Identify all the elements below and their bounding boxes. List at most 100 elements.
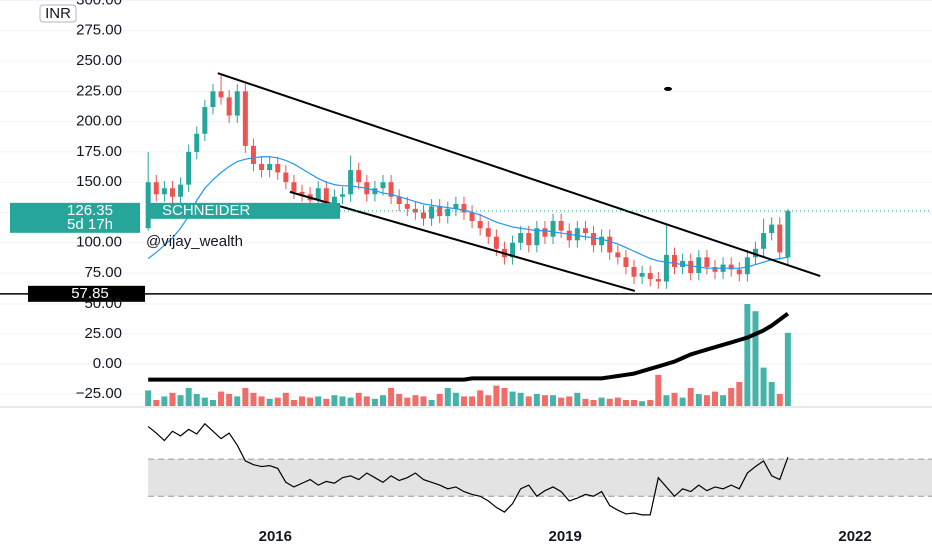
candle-body <box>607 236 613 253</box>
candle-body <box>202 107 208 134</box>
candle-body <box>161 188 167 195</box>
candle-body <box>453 203 459 209</box>
volume-bar <box>274 397 281 406</box>
last-price-box <box>10 202 140 233</box>
y-tick-label: 75.00 <box>84 264 122 281</box>
volume-bar <box>550 395 557 406</box>
volume-bar <box>558 397 565 406</box>
candle-body <box>404 203 410 209</box>
currency-box <box>39 4 77 23</box>
volume-bar <box>218 391 225 406</box>
marker-dot <box>664 86 673 91</box>
candle-body <box>420 212 426 219</box>
y-tick-label: 100.00 <box>76 234 122 251</box>
candle-body <box>469 212 475 221</box>
volume-bar <box>663 395 670 406</box>
volume-bar <box>736 382 743 406</box>
volume-bar <box>760 367 767 406</box>
volume-bar <box>752 311 759 406</box>
volume-bar <box>655 374 662 406</box>
candle-body <box>437 206 443 217</box>
volume-bar <box>307 397 314 406</box>
volume-bar <box>331 395 338 406</box>
candle-body <box>728 264 734 270</box>
y-tick-label: 250.00 <box>76 52 122 69</box>
volume-bar <box>299 396 306 406</box>
currency: INR <box>45 5 71 22</box>
candle-body <box>550 220 556 237</box>
volume-bar <box>695 394 702 406</box>
trend-line <box>217 72 821 278</box>
candle-body <box>429 206 435 219</box>
marks <box>0 72 932 516</box>
candle-body <box>323 188 329 204</box>
candle-body <box>785 210 791 258</box>
candle-body <box>752 248 758 258</box>
candle-body <box>388 182 394 197</box>
candle-body <box>153 182 159 195</box>
price-label-box <box>28 285 145 302</box>
volume-bar <box>606 398 613 406</box>
volume-bar <box>533 394 540 406</box>
volume-bar <box>671 392 678 406</box>
candle-body <box>315 188 321 201</box>
volume-bar <box>258 396 265 406</box>
candle-body <box>356 170 362 183</box>
candle-body <box>582 228 588 234</box>
countdown: 5d 17h <box>67 216 113 233</box>
volume-bar <box>469 396 476 406</box>
y-tick-label: 0.00 <box>93 355 122 372</box>
candle-body <box>348 170 354 195</box>
volume-bar <box>266 398 273 406</box>
volume-bar <box>744 304 751 406</box>
volume-bar <box>784 332 791 406</box>
band <box>148 459 932 497</box>
volume-bar <box>355 392 362 406</box>
volume-bar <box>720 395 727 406</box>
candle-body <box>493 236 499 249</box>
candle-body <box>477 220 483 229</box>
candle-body <box>510 242 516 258</box>
candle-body <box>218 91 224 98</box>
y-tick-label: 25.00 <box>84 325 122 342</box>
volume-bar <box>679 397 686 406</box>
candle-body <box>558 220 564 231</box>
candle-body <box>542 228 548 237</box>
volume-bar <box>323 398 330 406</box>
volume-bar <box>460 396 467 406</box>
volume-bar <box>339 396 346 406</box>
candle-body <box>518 233 524 243</box>
y-tick-label: 300.00 <box>76 0 122 8</box>
volume-bar <box>598 397 605 406</box>
candle-body <box>534 228 540 246</box>
volume-bar <box>517 392 524 406</box>
candle-body <box>186 151 192 185</box>
candle-body <box>744 257 750 275</box>
volume-bar <box>590 400 597 406</box>
candle-body <box>259 164 265 171</box>
volume-bar <box>647 400 654 406</box>
y-tick-label: 225.00 <box>76 82 122 99</box>
indicator-line <box>148 311 790 382</box>
candle-body <box>485 228 491 237</box>
volume-bar <box>541 395 548 406</box>
volume-bar <box>363 396 370 406</box>
candle-body <box>761 233 767 249</box>
labels: 2016 2019 2022 300.00 275.00 250.00 225.00 200.… <box>10 0 872 545</box>
volume-bar <box>412 395 419 406</box>
volume-bar <box>436 394 443 406</box>
watermark: @vijay_wealth <box>146 233 243 250</box>
volume-bar <box>452 392 459 406</box>
volume-bar <box>250 392 257 406</box>
y-tick-label: 175.00 <box>76 143 122 160</box>
y-tick-label: −25.00 <box>76 385 122 402</box>
candle-body <box>275 164 281 173</box>
candle-body <box>178 184 184 197</box>
volume-bar <box>703 395 710 406</box>
volume-bar <box>347 397 354 406</box>
volume-bar <box>371 398 378 406</box>
candle-body <box>226 97 232 116</box>
candle-body <box>526 233 532 246</box>
